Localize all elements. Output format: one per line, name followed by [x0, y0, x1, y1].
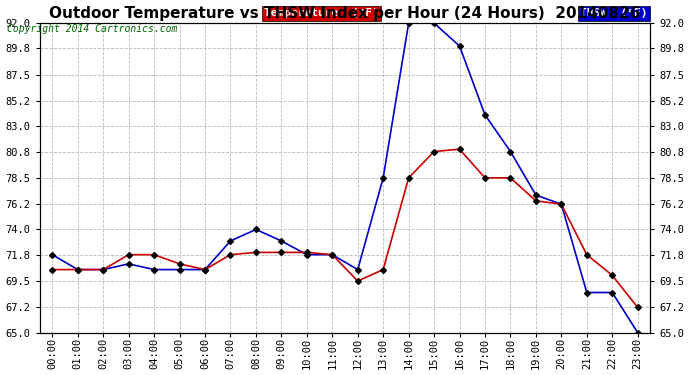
Text: THSW  (°F): THSW (°F)	[580, 9, 647, 18]
Title: Outdoor Temperature vs THSW Index per Hour (24 Hours)  20140826: Outdoor Temperature vs THSW Index per Ho…	[49, 6, 641, 21]
Text: Temperature  (°F): Temperature (°F)	[264, 9, 379, 18]
Text: Copyright 2014 Cartronics.com: Copyright 2014 Cartronics.com	[7, 24, 177, 34]
